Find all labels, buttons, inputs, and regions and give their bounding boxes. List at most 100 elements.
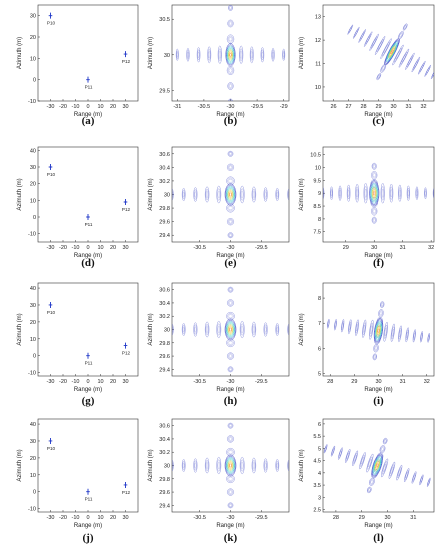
y-tick-label: 30 (30, 165, 36, 171)
x-axis-label: Range (m) (216, 253, 244, 259)
range-sidelobe (263, 458, 268, 473)
point-label: P11 (85, 361, 93, 366)
range-sidelobe (287, 188, 289, 201)
azimuth-sidelobe (377, 74, 381, 80)
main-lobe-contour (385, 40, 399, 64)
azimuth-sidelobe (369, 478, 374, 485)
y-axis-label: Azimuth (m) (299, 313, 305, 345)
y-tick-label: 0 (33, 490, 36, 496)
main-lobe-contour (226, 322, 235, 337)
x-tick-label: 30 (122, 104, 128, 110)
x-tick-label: 29 (359, 515, 365, 521)
range-sidelobe (419, 62, 425, 73)
y-tick-label: 8 (318, 217, 321, 223)
main-lobe-contour (229, 51, 232, 58)
range-sidelobe (294, 53, 295, 57)
point-label: P12 (122, 59, 131, 64)
y-tick-label: 5 (318, 446, 321, 452)
y-tick-label: 9 (318, 191, 321, 197)
main-lobe-contour (225, 184, 236, 205)
range-sidelobe (399, 330, 401, 338)
y-tick-label: 40 (30, 286, 36, 292)
azimuth-sidelobe (228, 301, 233, 305)
panel-l: 28 29 30 31 2.5 3 3.5 4 4.5 5 5.5 6 Range (m) Azimuth… (299, 418, 435, 544)
main-lobe-contour (374, 320, 383, 341)
ipr-contour (172, 422, 289, 509)
azimuth-sidelobe (227, 299, 234, 307)
range-sidelobe (172, 323, 174, 336)
range-sidelobe (406, 55, 414, 68)
y-tick-label: 30.4 (159, 437, 170, 443)
azimuth-sidelobe (228, 233, 233, 238)
main-lobe-contour (224, 183, 237, 206)
main-lobe-contour (376, 325, 381, 336)
range-sidelobe (354, 30, 358, 36)
x-tick-label: -20 (59, 245, 67, 251)
range-sidelobe (217, 45, 222, 64)
range-sidelobe (358, 29, 366, 43)
range-sidelobe (339, 189, 341, 197)
point-marker (86, 352, 90, 359)
x-tick-label: 0 (86, 379, 89, 385)
range-sidelobe (390, 189, 393, 198)
y-tick-label: 30.2 (159, 450, 170, 456)
main-lobe-contour (374, 460, 380, 471)
main-lobe-contour (228, 50, 233, 60)
panel-label: (a) (82, 115, 95, 127)
range-sidelobe (381, 186, 385, 201)
y-tick-label: 5 (318, 371, 321, 377)
range-sidelobe (338, 185, 342, 201)
range-sidelobe (217, 325, 220, 334)
x-axis-label: Range (m) (74, 387, 102, 393)
x-tick-label: -29.5 (255, 245, 268, 251)
range-sidelobe (424, 64, 432, 77)
point-marker (48, 12, 53, 19)
range-sidelobe (425, 66, 431, 75)
range-sidelobe (275, 323, 280, 336)
azimuth-sidelobe (371, 206, 378, 216)
range-sidelobe (338, 447, 343, 460)
range-sidelobe (251, 186, 257, 203)
range-sidelobe (272, 51, 274, 58)
y-axis-label: Azimuth (m) (148, 178, 154, 210)
range-sidelobe (407, 187, 410, 199)
range-sidelobe (345, 451, 350, 461)
range-sidelobe (287, 323, 289, 336)
range-sidelobe (365, 33, 372, 45)
x-tick-label: 30 (375, 379, 381, 385)
range-sidelobe (330, 445, 336, 457)
x-tick-label: 30 (371, 245, 377, 251)
main-lobe-contour (225, 44, 236, 66)
range-sidelobe (314, 191, 315, 195)
y-tick-label: 29.6 (159, 490, 170, 496)
x-tick-label: -29.5 (251, 104, 264, 110)
range-sidelobe (193, 460, 197, 471)
point-marker (86, 214, 90, 220)
range-sidelobe (389, 464, 395, 477)
y-tick-label: 30 (164, 193, 170, 199)
range-sidelobe (363, 31, 373, 47)
x-tick-label: 27 (345, 104, 351, 110)
azimuth-sidelobe (228, 165, 233, 170)
range-sidelobe (276, 191, 279, 198)
y-tick-label: 30 (164, 464, 170, 470)
axes-frame (322, 418, 435, 513)
y-tick-label: 30 (30, 439, 36, 445)
y-axis-label: Azimuth (m) (299, 178, 305, 210)
range-sidelobe (398, 48, 410, 68)
azimuth-sidelobe (227, 502, 234, 509)
range-sidelobe (348, 27, 352, 32)
range-sidelobe (383, 321, 388, 342)
main-lobe-contour (373, 190, 376, 196)
y-tick-label: 30.5 (159, 17, 170, 23)
x-tick-label: -29.5 (255, 515, 268, 521)
range-sidelobe (355, 186, 359, 200)
azimuth-sidelobe (370, 479, 374, 484)
range-sidelobe (338, 187, 342, 199)
azimuth-sidelobe (373, 355, 376, 359)
y-axis-label: Azimuth (m) (17, 178, 23, 210)
y-tick-label: 29.6 (159, 220, 170, 226)
range-sidelobe (420, 334, 423, 340)
azimuth-sidelobe (228, 450, 233, 455)
